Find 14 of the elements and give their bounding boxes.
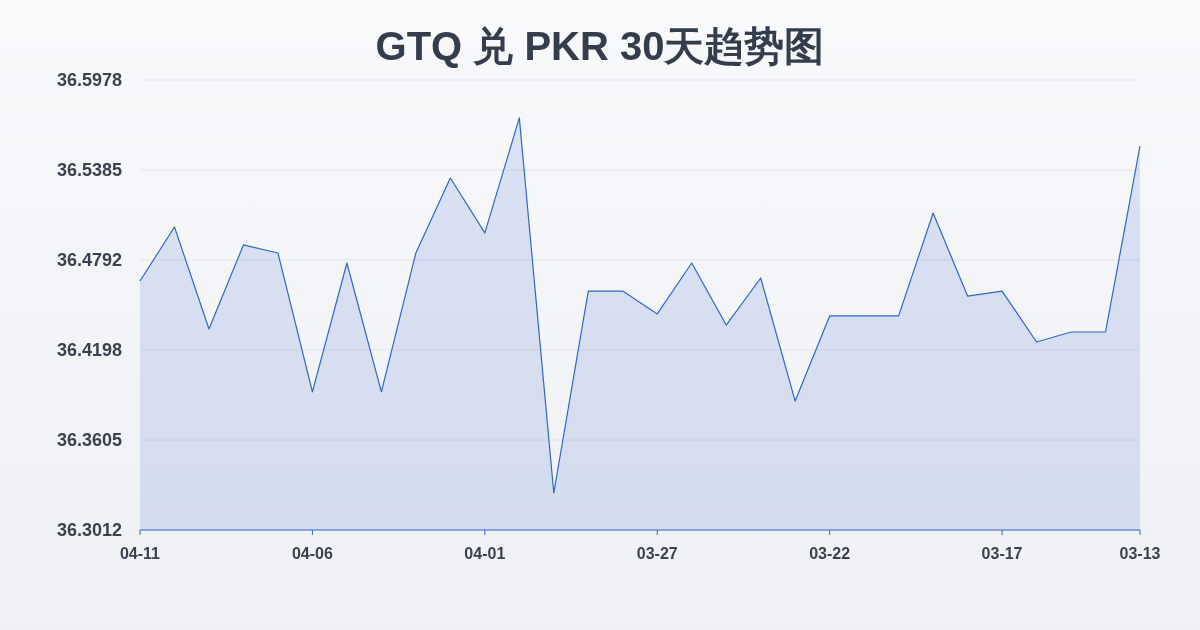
x-tick-label: 04-06 [291,545,333,562]
x-tick-label: 03-13 [1119,545,1161,562]
y-tick-label: 36.3012 [56,520,122,540]
y-tick-label: 36.4198 [56,340,122,361]
y-tick-label: 36.3605 [56,430,122,451]
y-tick-label: 36.5385 [56,159,122,180]
x-tick-label: 03-27 [636,545,678,562]
x-tick-label: 03-17 [981,545,1023,562]
x-tick-label: 04-11 [119,545,161,562]
y-tick-label: 36.5978 [56,70,122,90]
x-tick-label: 04-01 [464,545,506,562]
x-tick-label: 03-22 [809,545,851,562]
chart-title: GTQ 兑 PKR 30天趋势图 [375,24,825,68]
y-tick-label: 36.4792 [56,249,122,270]
